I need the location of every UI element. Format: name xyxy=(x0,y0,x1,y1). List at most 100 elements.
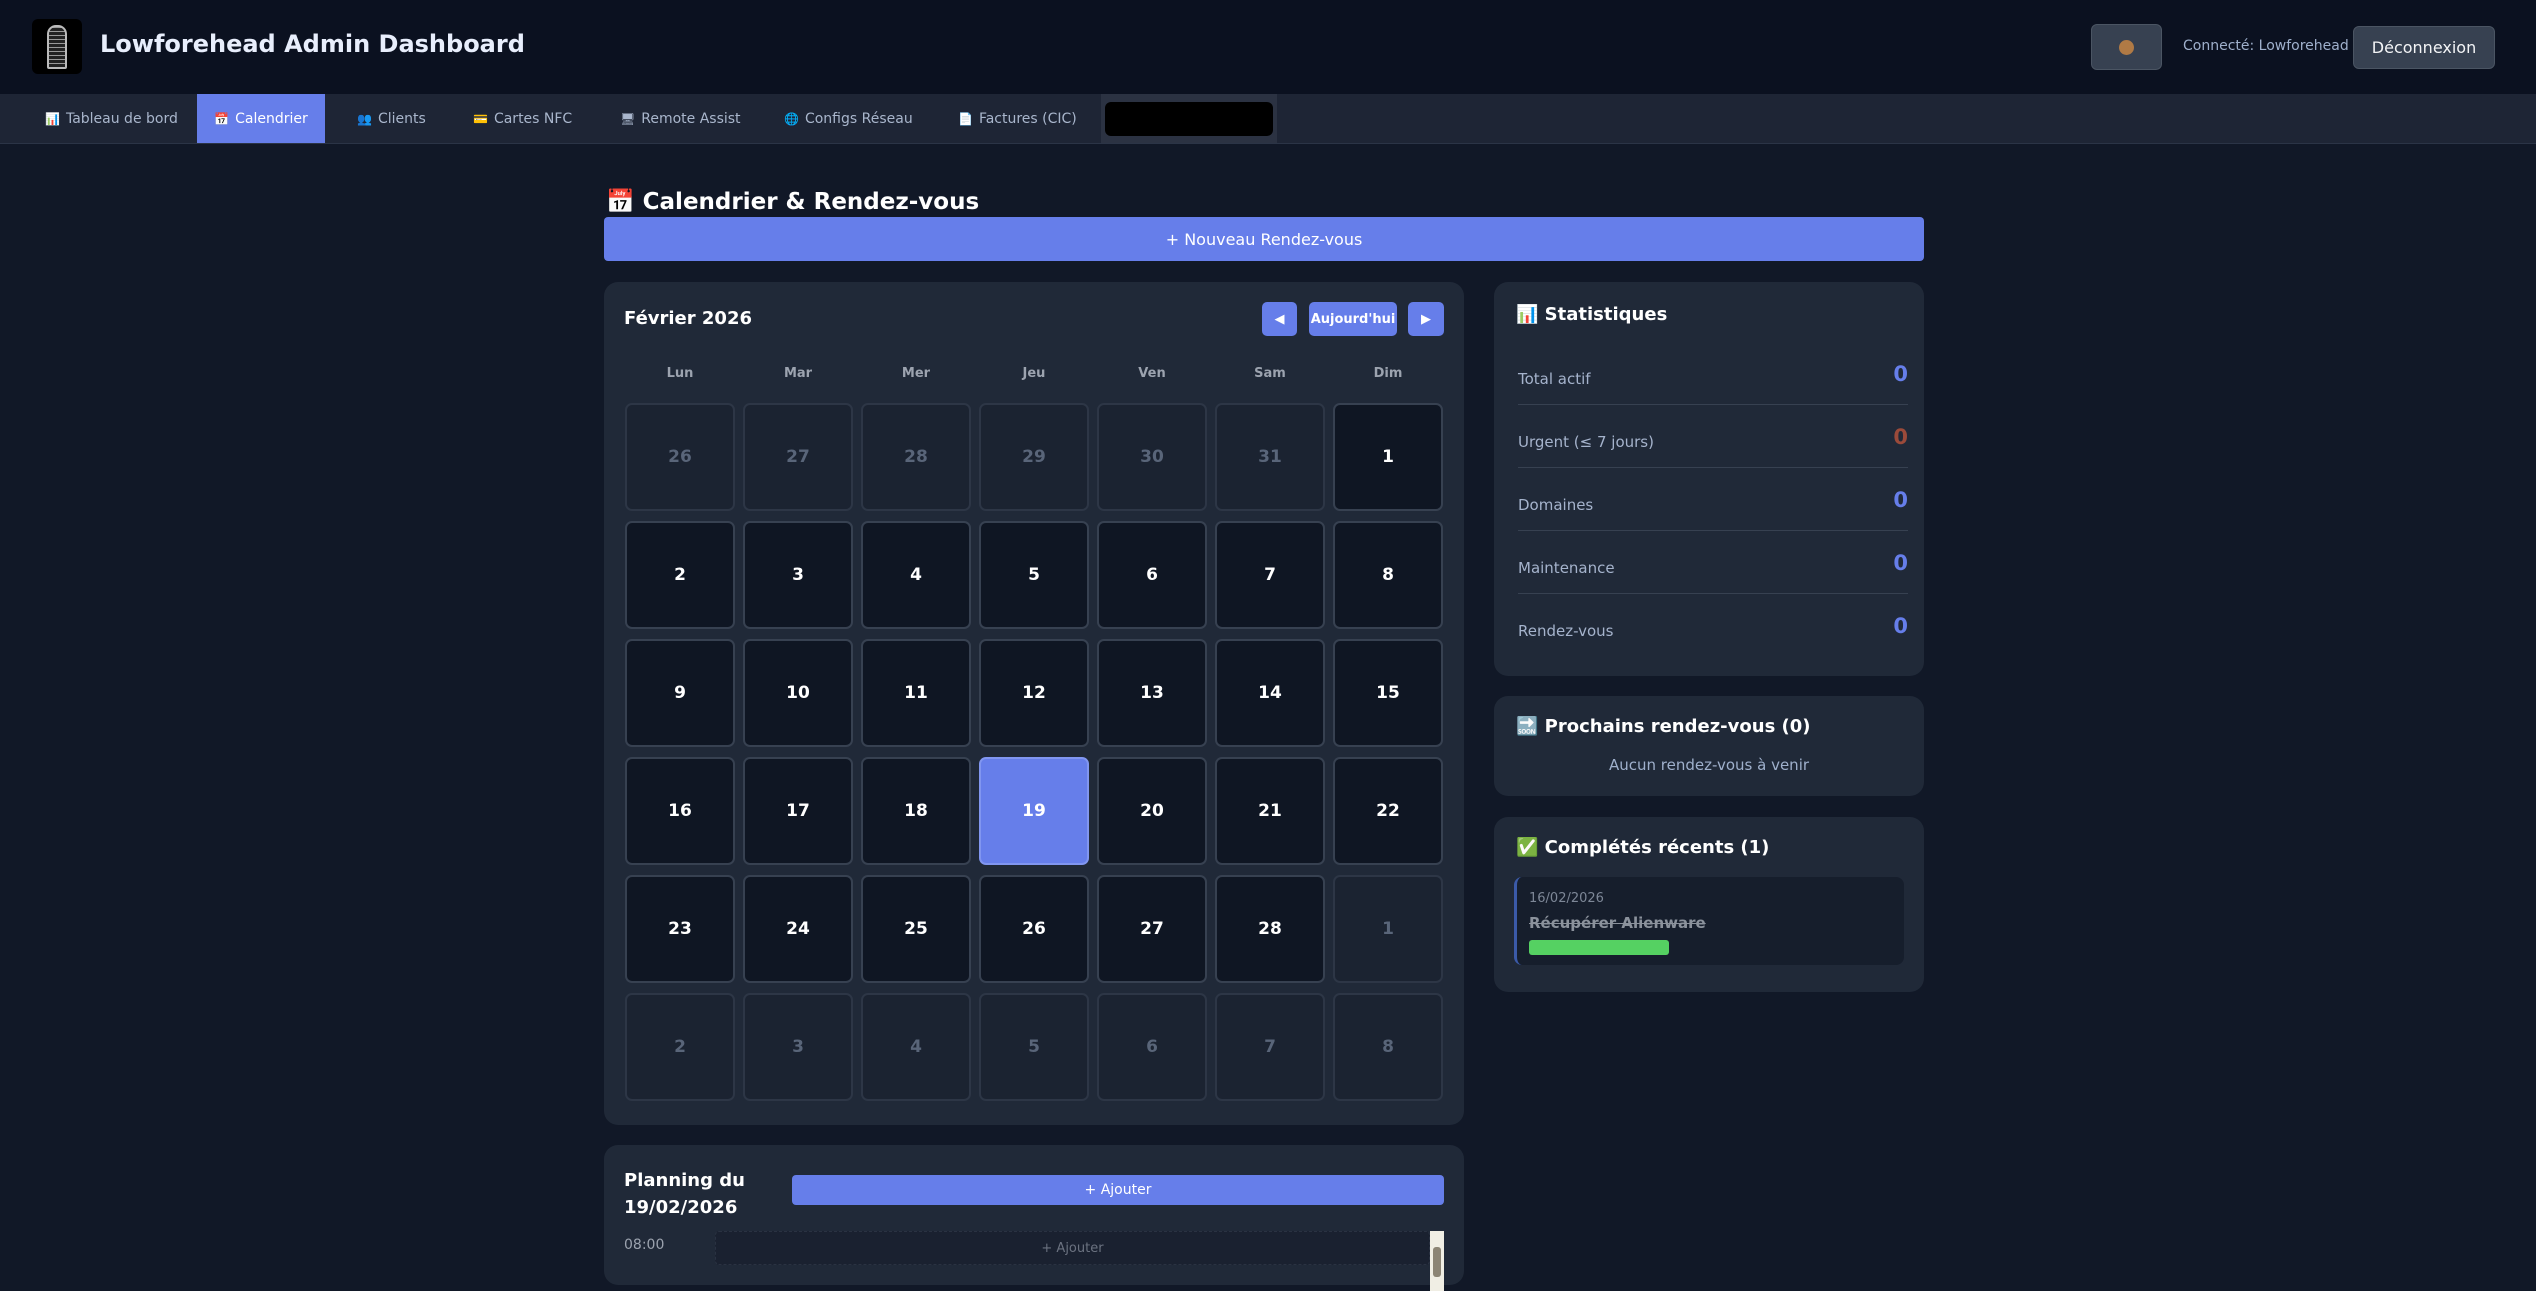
nav-clients[interactable]: 👥 Clients xyxy=(343,94,440,143)
add-planning-button[interactable]: + Ajouter xyxy=(792,1175,1444,1205)
calendar-day[interactable]: 22 xyxy=(1333,757,1443,865)
calendar-day[interactable]: 28 xyxy=(861,403,971,511)
nav-cartes-nfc[interactable]: 💳 Cartes NFC xyxy=(459,94,586,143)
calendar-icon: 📅 xyxy=(214,111,230,126)
new-appointment-button[interactable]: + Nouveau Rendez-vous xyxy=(604,217,1924,261)
calendar-day[interactable]: 14 xyxy=(1215,639,1325,747)
document-icon: 📄 xyxy=(958,111,973,126)
completed-item-title: Récupérer Alienware xyxy=(1529,914,1706,932)
calendar-day[interactable]: 29 xyxy=(979,403,1089,511)
calendar-day[interactable]: 26 xyxy=(979,875,1089,983)
nav-label: Tableau de bord xyxy=(65,110,178,127)
completed-date: 16/02/2026 xyxy=(1529,891,1604,906)
weekday-label: Sam xyxy=(1254,366,1286,381)
planning-scrollbar[interactable] xyxy=(1430,1231,1444,1291)
calendar-day[interactable]: 18 xyxy=(861,757,971,865)
calendar-day-today[interactable]: 19 xyxy=(979,757,1089,865)
chart-icon: 📊 xyxy=(45,111,60,126)
calendar-card: Février 2026 ◀ Aujourd'hui ▶ Lun Mar Mer Je… xyxy=(604,282,1464,1125)
stat-value: 0 xyxy=(1893,614,1908,638)
scrollbar-thumb[interactable] xyxy=(1433,1247,1441,1277)
completed-item[interactable]: 16/02/2026 Récupérer Alienware xyxy=(1514,877,1904,965)
redacted-box xyxy=(1105,102,1273,136)
calendar-day[interactable]: 12 xyxy=(979,639,1089,747)
calendar-day[interactable]: 25 xyxy=(861,875,971,983)
calendar-day[interactable]: 8 xyxy=(1333,993,1443,1101)
completed-card: ✅ Complétés récents (1) 16/02/2026 Récup… xyxy=(1494,817,1924,992)
calendar-day[interactable]: 15 xyxy=(1333,639,1443,747)
stat-label: Maintenance xyxy=(1518,559,1615,577)
weekday-label: Jeu xyxy=(1022,366,1046,381)
logout-button[interactable]: Déconnexion xyxy=(2353,26,2495,69)
calendar-day[interactable]: 21 xyxy=(1215,757,1325,865)
calendar-day[interactable]: 3 xyxy=(743,521,853,629)
calendar-day[interactable]: 4 xyxy=(861,993,971,1101)
weekday-label: Dim xyxy=(1373,366,1403,381)
calendar-icon: 📅 xyxy=(606,189,635,215)
calendar-day[interactable]: 5 xyxy=(979,993,1089,1101)
calendar-day[interactable]: 6 xyxy=(1097,993,1207,1101)
nav-label: Cartes NFC xyxy=(493,110,573,127)
slot-add-button[interactable]: + Ajouter xyxy=(715,1231,1430,1265)
upcoming-title: 🔜 Prochains rendez-vous (0) xyxy=(1516,716,1811,737)
computer-icon: 🖥 xyxy=(620,111,636,126)
client-tag xyxy=(1529,940,1669,955)
completed-title: ✅ Complétés récents (1) xyxy=(1516,837,1770,858)
calendar-day[interactable]: 27 xyxy=(1097,875,1207,983)
calendar-day[interactable]: 2 xyxy=(625,521,735,629)
nav-label: Factures (CIC) xyxy=(978,110,1077,127)
today-button[interactable]: Aujourd'hui xyxy=(1309,302,1397,336)
logo xyxy=(32,19,82,74)
nav-label: Calendrier xyxy=(235,110,308,127)
stat-value: 0 xyxy=(1893,551,1908,575)
calendar-day[interactable]: 2 xyxy=(625,993,735,1101)
nav-tableau-de-bord[interactable]: 📊 Tableau de bord xyxy=(31,94,192,143)
nav-label: Clients xyxy=(377,110,426,127)
stat-row: Total actif 0 xyxy=(1518,342,1908,405)
weekday-label: Mer xyxy=(901,366,931,381)
calendar-day[interactable]: 16 xyxy=(625,757,735,865)
stats-card: 📊 Statistiques Total actif 0 Urgent (≤ 7 j… xyxy=(1494,282,1924,676)
planning-title-line: Planning du xyxy=(624,1170,745,1191)
calendar-day[interactable]: 31 xyxy=(1215,403,1325,511)
stat-row: Maintenance 0 xyxy=(1518,531,1908,594)
globe-icon: 🌐 xyxy=(784,111,799,126)
calendar-day[interactable]: 9 xyxy=(625,639,735,747)
calendar-day[interactable]: 26 xyxy=(625,403,735,511)
next-month-button[interactable]: ▶ xyxy=(1408,302,1444,336)
calendar-day[interactable]: 13 xyxy=(1097,639,1207,747)
nav-remote-assist[interactable]: 🖥 Remote Assist xyxy=(606,94,755,143)
calendar-day[interactable]: 27 xyxy=(743,403,853,511)
nav-calendrier[interactable]: 📅 Calendrier xyxy=(197,94,325,143)
theme-toggle-button[interactable] xyxy=(2091,24,2162,70)
calendar-day[interactable]: 1 xyxy=(1333,403,1443,511)
calendar-day[interactable]: 11 xyxy=(861,639,971,747)
calendar-day[interactable]: 30 xyxy=(1097,403,1207,511)
stat-row: Urgent (≤ 7 jours) 0 xyxy=(1518,405,1908,468)
calendar-day[interactable]: 3 xyxy=(743,993,853,1101)
calendar-day[interactable]: 4 xyxy=(861,521,971,629)
stat-label: Urgent (≤ 7 jours) xyxy=(1518,433,1654,451)
calendar-day[interactable]: 6 xyxy=(1097,521,1207,629)
calendar-day[interactable]: 7 xyxy=(1215,993,1325,1101)
stat-label: Rendez-vous xyxy=(1518,622,1614,640)
nav-redacted-item[interactable] xyxy=(1101,94,1277,143)
prev-month-button[interactable]: ◀ xyxy=(1262,302,1297,336)
weekday-label: Mar xyxy=(783,366,813,381)
calendar-day[interactable]: 7 xyxy=(1215,521,1325,629)
nav-factures[interactable]: 📄 Factures (CIC) xyxy=(944,94,1091,143)
calendar-day[interactable]: 23 xyxy=(625,875,735,983)
stat-value: 0 xyxy=(1893,488,1908,512)
upcoming-card: 🔜 Prochains rendez-vous (0) Aucun rendez… xyxy=(1494,696,1924,796)
weekday-label: Ven xyxy=(1138,366,1166,381)
calendar-day[interactable]: 10 xyxy=(743,639,853,747)
calendar-day[interactable]: 20 xyxy=(1097,757,1207,865)
calendar-day[interactable]: 5 xyxy=(979,521,1089,629)
app-title: Lowforehead Admin Dashboard xyxy=(100,30,525,58)
calendar-day[interactable]: 1 xyxy=(1333,875,1443,983)
calendar-day[interactable]: 28 xyxy=(1215,875,1325,983)
nav-configs-reseau[interactable]: 🌐 Configs Réseau xyxy=(770,94,927,143)
calendar-day[interactable]: 8 xyxy=(1333,521,1443,629)
calendar-day[interactable]: 24 xyxy=(743,875,853,983)
calendar-day[interactable]: 17 xyxy=(743,757,853,865)
